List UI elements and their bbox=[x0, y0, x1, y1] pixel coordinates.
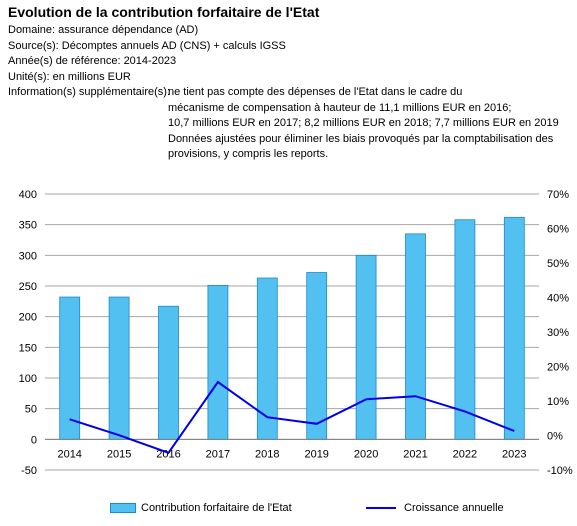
legend-bar-swatch bbox=[110, 503, 136, 513]
source-line: Source(s): Décomptes annuels AD (CNS) + … bbox=[8, 39, 286, 52]
bar bbox=[207, 284, 229, 440]
y-right-tick-label: 40% bbox=[547, 293, 569, 305]
domain-line: Domaine: assurance dépendance (AD) bbox=[8, 24, 199, 36]
x-tick-label: 2020 bbox=[354, 448, 378, 460]
x-tick-label: 2021 bbox=[403, 448, 427, 460]
y-left-tick-label: 250 bbox=[19, 281, 37, 293]
y-right-tick-label: 30% bbox=[547, 327, 569, 339]
bar bbox=[405, 233, 426, 440]
legend-item-line: Croissance annuelle bbox=[366, 502, 504, 514]
y-left-tick-label: 0 bbox=[31, 434, 37, 446]
info-line: Données ajustées pour éliminer les biais… bbox=[168, 132, 554, 145]
y-right-tick-label: -10% bbox=[547, 465, 573, 477]
y-left-tick-label: 350 bbox=[19, 220, 37, 232]
bar bbox=[454, 219, 476, 440]
y-left-tick-label: 300 bbox=[19, 250, 37, 262]
legend-item-bars: Contribution forfaitaire de l'Etat bbox=[110, 502, 292, 514]
x-tick-label: 2015 bbox=[107, 448, 131, 460]
info-line: provisions, y compris les reports. bbox=[168, 148, 329, 160]
y-right-tick-label: 10% bbox=[547, 396, 569, 408]
bar bbox=[108, 296, 130, 440]
additional-info: Information(s) supplémentaire(s): ne tie… bbox=[8, 85, 573, 163]
x-tick-label: 2019 bbox=[304, 448, 328, 460]
y-left-tick-label: 100 bbox=[19, 373, 37, 385]
x-tick-label: 2022 bbox=[453, 448, 477, 460]
y-left-tick-label: 150 bbox=[19, 342, 37, 354]
bar bbox=[158, 305, 179, 440]
bar bbox=[256, 277, 278, 440]
legend-label-bars: Contribution forfaitaire de l'Etat bbox=[141, 502, 292, 514]
units-line: Unité(s): en millions EUR bbox=[8, 70, 131, 83]
chart-title: Evolution de la contribution forfaitaire… bbox=[8, 4, 320, 20]
chart-header: Evolution de la contribution forfaitaire… bbox=[8, 4, 573, 163]
additional-info-label: Information(s) supplémentaire(s): bbox=[8, 86, 171, 98]
x-tick-label: 2017 bbox=[206, 448, 230, 460]
info-line: 10,7 millions EUR en 2017; 8,2 millions … bbox=[168, 117, 559, 129]
info-line: mécanisme de compensation à hauteur de 1… bbox=[168, 101, 512, 114]
y-left-tick-label: -50 bbox=[21, 465, 37, 477]
y-right-tick-label: 70% bbox=[547, 189, 569, 201]
x-tick-label: 2014 bbox=[57, 448, 81, 460]
info-line: ne tient pas compte des dépenses de l'Et… bbox=[168, 86, 463, 98]
bar bbox=[355, 254, 377, 440]
y-right-tick-label: 0% bbox=[547, 431, 563, 443]
bar bbox=[306, 272, 328, 440]
y-right-tick-label: 60% bbox=[547, 224, 569, 236]
legend-label-line: Croissance annuelle bbox=[404, 502, 504, 514]
y-right-tick-label: 20% bbox=[547, 362, 569, 374]
additional-info-text: ne tient pas compte des dépenses de l'Et… bbox=[168, 85, 568, 163]
chart-legend: Contribution forfaitaire de l'Etat Crois… bbox=[0, 502, 577, 520]
bar bbox=[503, 216, 525, 440]
growth-line bbox=[69, 380, 515, 454]
y-left-tick-label: 400 bbox=[19, 189, 37, 201]
legend-line-swatch bbox=[366, 507, 396, 509]
x-tick-label: 2023 bbox=[502, 448, 526, 460]
x-tick-label: 2018 bbox=[255, 448, 279, 460]
reference-years-line: Année(s) de référence: 2014-2023 bbox=[8, 55, 177, 67]
combo-chart: -50 0 50 100 150 200 250 300 350 400 -10% 0% 10% 20% 3… bbox=[19, 189, 573, 477]
y-left-tick-label: 200 bbox=[19, 312, 37, 324]
y-right-tick-label: 50% bbox=[547, 258, 569, 270]
bar bbox=[59, 296, 81, 440]
y-left-tick-label: 50 bbox=[25, 404, 37, 416]
